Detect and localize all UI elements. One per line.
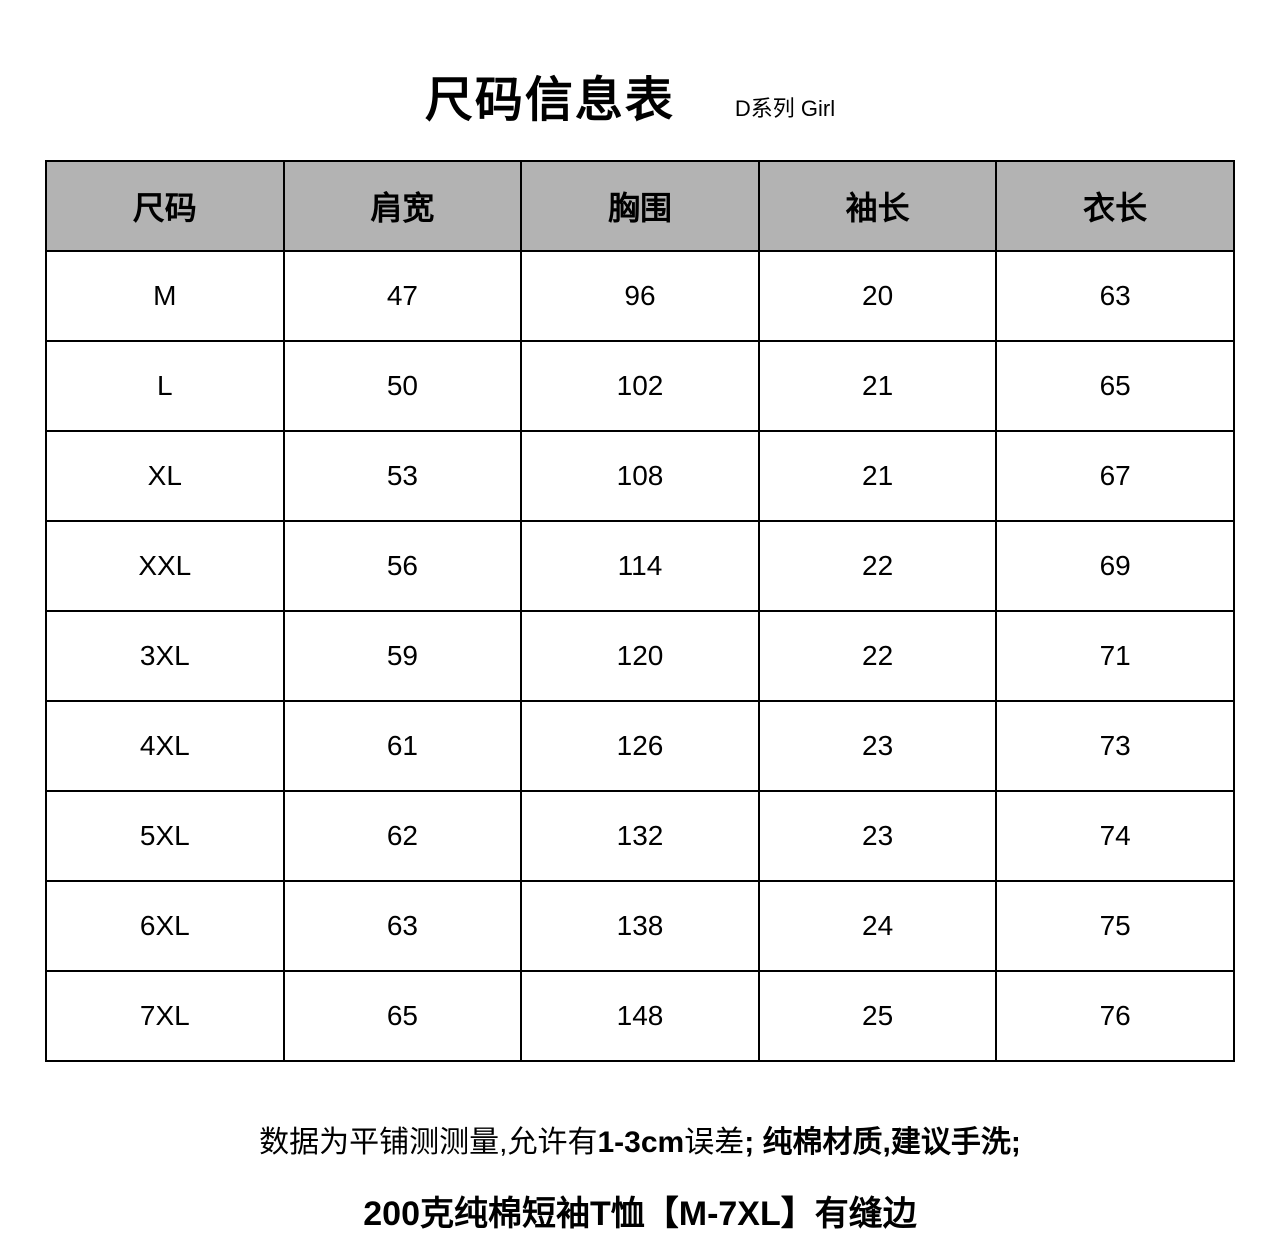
table-cell: 69	[996, 521, 1234, 611]
table-cell: 76	[996, 971, 1234, 1061]
table-cell: 67	[996, 431, 1234, 521]
table-cell: 7XL	[46, 971, 284, 1061]
col-shoulder: 肩宽	[284, 161, 522, 251]
table-row: 4XL611262373	[46, 701, 1234, 791]
col-sleeve: 袖长	[759, 161, 997, 251]
table-cell: 47	[284, 251, 522, 341]
table-header-row: 尺码 肩宽 胸围 袖长 衣长	[46, 161, 1234, 251]
table-cell: 75	[996, 881, 1234, 971]
table-cell: 102	[521, 341, 759, 431]
size-table: 尺码 肩宽 胸围 袖长 衣长 M47962063L501022165XL5310…	[45, 160, 1235, 1062]
col-size: 尺码	[46, 161, 284, 251]
footer: 数据为平铺测测量,允许有1-3cm误差; 纯棉材质,建议手洗; 200克纯棉短袖…	[45, 1117, 1235, 1235]
table-cell: 22	[759, 611, 997, 701]
table-cell: 126	[521, 701, 759, 791]
table-cell: 53	[284, 431, 522, 521]
table-cell: 21	[759, 431, 997, 521]
table-cell: 71	[996, 611, 1234, 701]
table-cell: 62	[284, 791, 522, 881]
table-cell: 59	[284, 611, 522, 701]
table-cell: 120	[521, 611, 759, 701]
page-title: 尺码信息表	[425, 60, 675, 130]
table-cell: 114	[521, 521, 759, 611]
footer-note-line2: 200克纯棉短袖T恤【M-7XL】有缝边	[45, 1186, 1235, 1235]
table-cell: 23	[759, 791, 997, 881]
table-cell: 22	[759, 521, 997, 611]
table-cell: 132	[521, 791, 759, 881]
table-cell: 138	[521, 881, 759, 971]
table-row: 7XL651482576	[46, 971, 1234, 1061]
footer-note-line1: 数据为平铺测测量,允许有1-3cm误差; 纯棉材质,建议手洗;	[45, 1117, 1235, 1161]
col-length: 衣长	[996, 161, 1234, 251]
table-cell: 148	[521, 971, 759, 1061]
table-cell: 65	[996, 341, 1234, 431]
table-cell: L	[46, 341, 284, 431]
table-cell: 96	[521, 251, 759, 341]
table-cell: 61	[284, 701, 522, 791]
table-row: M47962063	[46, 251, 1234, 341]
table-cell: 5XL	[46, 791, 284, 881]
footer-bold: ; 纯棉材质,建议手洗;	[744, 1126, 1021, 1159]
page-subtitle: D系列 Girl	[735, 91, 835, 123]
table-cell: 73	[996, 701, 1234, 791]
table-cell: 63	[996, 251, 1234, 341]
table-cell: 50	[284, 341, 522, 431]
table-row: XXL561142269	[46, 521, 1234, 611]
table-row: 6XL631382475	[46, 881, 1234, 971]
table-cell: 63	[284, 881, 522, 971]
footer-text: 数据为平铺测测量,允许有	[259, 1126, 597, 1159]
table-cell: 25	[759, 971, 997, 1061]
table-cell: 108	[521, 431, 759, 521]
table-row: 5XL621322374	[46, 791, 1234, 881]
header: 尺码信息表 D系列 Girl	[45, 60, 1235, 130]
table-cell: 20	[759, 251, 997, 341]
table-cell: 3XL	[46, 611, 284, 701]
table-cell: 6XL	[46, 881, 284, 971]
table-cell: 24	[759, 881, 997, 971]
footer-bold: 1-3cm	[597, 1126, 684, 1159]
table-cell: 56	[284, 521, 522, 611]
table-row: 3XL591202271	[46, 611, 1234, 701]
footer-text: 误差	[684, 1126, 744, 1159]
table-row: L501022165	[46, 341, 1234, 431]
table-cell: 23	[759, 701, 997, 791]
table-cell: 74	[996, 791, 1234, 881]
table-cell: 65	[284, 971, 522, 1061]
table-cell: M	[46, 251, 284, 341]
table-cell: XXL	[46, 521, 284, 611]
col-chest: 胸围	[521, 161, 759, 251]
table-cell: XL	[46, 431, 284, 521]
table-row: XL531082167	[46, 431, 1234, 521]
table-cell: 21	[759, 341, 997, 431]
table-cell: 4XL	[46, 701, 284, 791]
